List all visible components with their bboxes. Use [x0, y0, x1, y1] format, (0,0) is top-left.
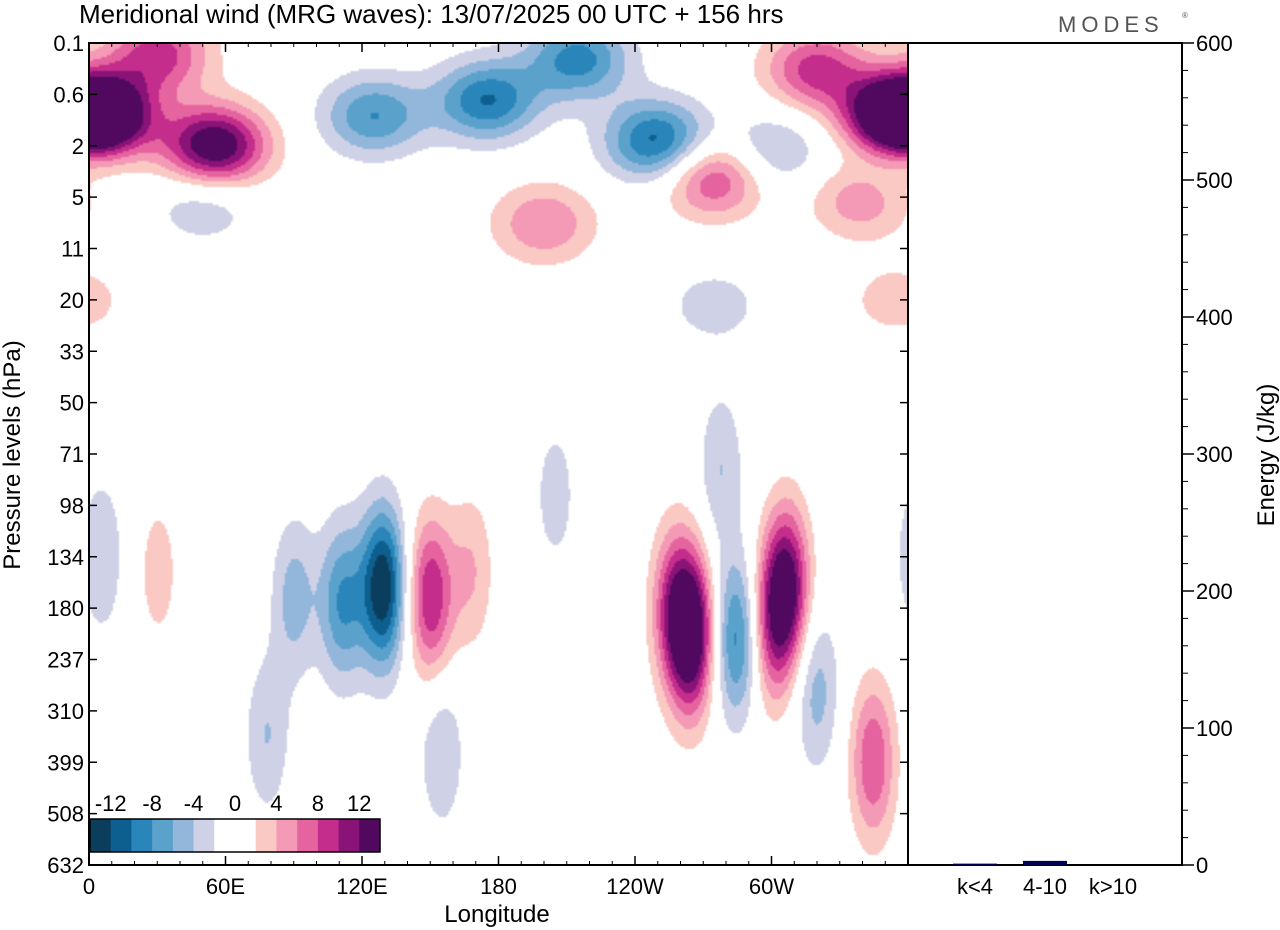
y-tick-label: 134	[47, 545, 84, 570]
y-tick-label: 50	[60, 391, 84, 416]
colorbar-swatch	[172, 819, 195, 852]
colorbar-swatch	[110, 819, 132, 852]
colorbar-swatch	[359, 819, 381, 852]
x-tick-label: 0	[83, 874, 95, 899]
x-tick-label: 60E	[206, 874, 245, 899]
colorbar-label: 8	[312, 791, 324, 816]
energy-tick-label: 500	[1196, 168, 1233, 193]
heatmap-field	[89, 43, 908, 865]
modes-logo: MODES	[1058, 12, 1164, 37]
y-tick-label: 237	[47, 648, 84, 673]
energy-tick-label: 200	[1196, 579, 1233, 604]
colorbar-swatch	[90, 819, 112, 852]
energy-bar	[1023, 860, 1067, 865]
energy-bars	[953, 860, 1067, 865]
colorbar-swatch	[152, 819, 174, 852]
colorbar-label: -12	[95, 791, 127, 816]
y-tick-label: 33	[60, 339, 84, 364]
y-tick-label: 399	[47, 750, 84, 775]
colorbar-swatch	[193, 819, 215, 852]
x-tick-label: 180	[480, 874, 517, 899]
y-tick-label: 0.6	[53, 82, 84, 107]
y-tick-label: 180	[47, 596, 84, 621]
colorbar-swatch	[214, 819, 236, 852]
colorbar-swatch	[255, 819, 277, 852]
energy-axis: 0 100 200 300 400 500 600	[1182, 31, 1233, 878]
chart-title: Meridional wind (MRG waves): 13/07/2025 …	[79, 0, 784, 29]
colorbar-swatch	[235, 819, 257, 852]
colorbar-label: 12	[347, 791, 371, 816]
energy-tick-label: 400	[1196, 305, 1233, 330]
colorbar-swatch	[131, 819, 153, 852]
logo-mark: ®	[1182, 11, 1188, 20]
y-tick-label: 2	[72, 134, 84, 159]
y-axis-label: Pressure levels (hPa)	[0, 340, 26, 569]
energy-bar	[953, 863, 997, 865]
colorbar-swatch	[276, 819, 298, 852]
energy-axis-label: Energy (J/kg)	[1253, 384, 1280, 527]
bar-category-label: k>10	[1089, 874, 1137, 899]
x-axis-label: Longitude	[444, 901, 549, 928]
colorbar-swatch	[317, 819, 340, 852]
bar-category-label: k<4	[957, 874, 993, 899]
energy-frame	[907, 42, 1183, 866]
y-tick-label: 20	[60, 288, 84, 313]
y-tick-label: 11	[61, 237, 84, 262]
pressure-axis: 0.1 0.6 2 5 11 20 33 50 71 98 134 180 237 310 399 508 63…	[47, 31, 908, 878]
bar-category-label: 4-10	[1023, 874, 1067, 899]
colorbar-swatch	[338, 819, 360, 852]
x-tick-label: 60W	[749, 874, 794, 899]
x-tick-label: 120E	[336, 874, 387, 899]
y-tick-label: 71	[60, 442, 84, 467]
y-tick-label: 0.1	[53, 31, 84, 56]
y-tick-label: 98	[60, 493, 84, 518]
colorbar-label: 4	[270, 791, 282, 816]
x-tick-label: 120W	[606, 874, 664, 899]
energy-tick-label: 600	[1196, 31, 1233, 56]
wavenumber-axis: k<4 4-10 k>10	[957, 874, 1137, 899]
colorbar-swatch	[297, 819, 319, 852]
colorbar: -12 -8 -4 0 4 8 12	[89, 791, 381, 853]
y-tick-label: 5	[72, 185, 84, 210]
energy-tick-label: 300	[1196, 442, 1233, 467]
longitude-axis: 0 60E 120E 180 120W 60W	[83, 43, 886, 899]
y-tick-label: 310	[47, 699, 84, 724]
colorbar-frame	[89, 818, 381, 853]
colorbar-label: 0	[229, 791, 241, 816]
energy-tick-label: 0	[1196, 853, 1208, 878]
colorbar-label: -4	[184, 791, 204, 816]
energy-tick-label: 100	[1196, 716, 1233, 741]
colorbar-label: -8	[142, 791, 162, 816]
y-tick-label: 632	[47, 853, 84, 878]
y-tick-label: 508	[47, 802, 84, 827]
